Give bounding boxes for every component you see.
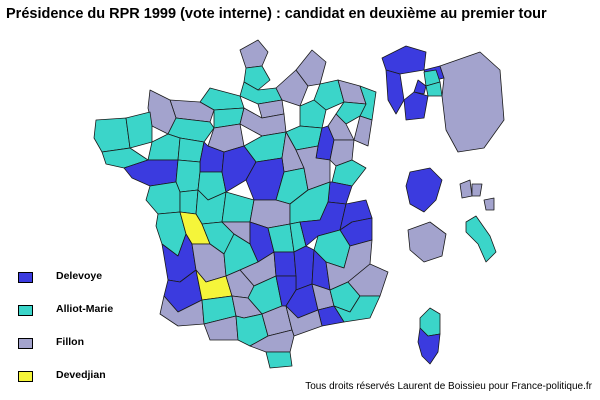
- dept-jura: [327, 181, 353, 205]
- martinique: [483, 197, 495, 211]
- dept-ille-vilaine: [147, 133, 181, 161]
- guyane: [405, 167, 443, 213]
- dept-maine-et-loire: [175, 159, 201, 193]
- dept-pas-de-calais: [243, 65, 271, 91]
- idf-inset: [381, 45, 505, 153]
- dept-deux-sevres: [179, 189, 199, 215]
- legend-swatch: [18, 338, 33, 349]
- legend-swatch: [18, 371, 33, 382]
- dept-finistere: [93, 117, 131, 153]
- legend-label: Fillon: [56, 336, 84, 348]
- dept-meuse: [313, 79, 345, 111]
- legend-label: Alliot-Marie: [56, 303, 114, 315]
- metropole-departments: [93, 39, 389, 369]
- dept-marne: [299, 99, 327, 129]
- idf-hauts-de-seine: [413, 79, 427, 95]
- dept-meurthe: [335, 101, 367, 125]
- copyright-credit: Tous droits réservés Laurent de Boissieu…: [305, 381, 592, 392]
- legend-item-alliot-marie: Alliot-Marie: [18, 303, 168, 317]
- dept-pyrenees-orientales: [265, 351, 293, 369]
- dept-nord: [239, 39, 269, 69]
- dept-vendee: [145, 181, 181, 215]
- dept-haute-saone: [329, 139, 355, 167]
- legend-swatch: [18, 305, 33, 316]
- guadeloupe-2: [471, 183, 483, 197]
- overseas: [405, 167, 497, 365]
- mayotte: [465, 215, 497, 263]
- dept-doubs: [331, 159, 367, 187]
- idf-seine-et-marne: [439, 51, 505, 153]
- legend-label: Delevoye: [56, 270, 103, 282]
- idf-val-doise: [381, 45, 427, 75]
- dept-aisne: [275, 69, 309, 107]
- map-title: Présidence du RPR 1999 (vote interne) : …: [6, 6, 547, 22]
- legend-item-delevoye: Delevoye: [18, 270, 168, 284]
- legend-item-devedjian: Devedjian: [18, 369, 168, 383]
- legend-item-fillon: Fillon: [18, 336, 168, 350]
- dept-ardennes: [295, 49, 327, 87]
- guadeloupe-1: [459, 179, 473, 199]
- dept-mayenne: [177, 137, 205, 163]
- dept-haut-rhin: [353, 115, 373, 147]
- legend-swatch: [18, 272, 33, 283]
- idf-essonne: [403, 91, 429, 121]
- dept-cotes-armor: [125, 111, 153, 149]
- dept-indre: [221, 191, 255, 223]
- idf-yvelines: [385, 69, 405, 115]
- reunion: [407, 221, 447, 263]
- dept-ardeche: [293, 245, 315, 291]
- dept-haute-loire: [273, 251, 297, 277]
- legend-label: Devedjian: [56, 369, 106, 381]
- corse-sud: [417, 327, 441, 365]
- dept-alpes-maritimes: [347, 263, 389, 297]
